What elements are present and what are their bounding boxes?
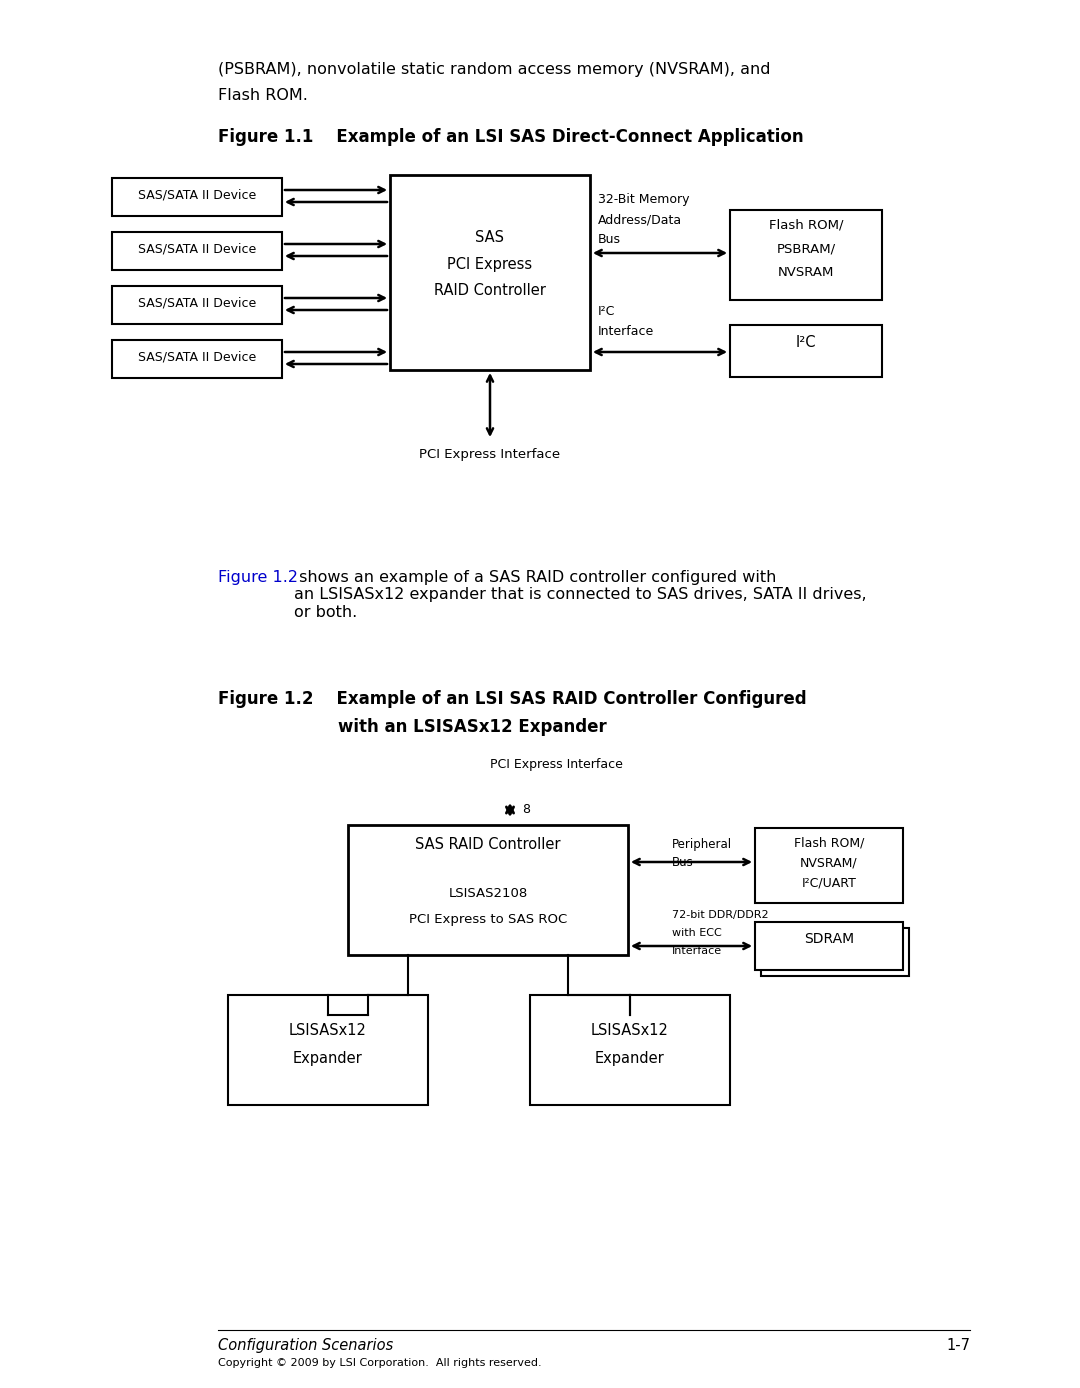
Text: SAS/SATA II Device: SAS/SATA II Device [138, 187, 256, 201]
Text: Interface: Interface [598, 325, 654, 339]
Text: Address/Data: Address/Data [598, 212, 683, 226]
Bar [755, 922, 903, 970]
Text: Expander: Expander [595, 1051, 665, 1066]
Text: Figure 1.2: Figure 1.2 [218, 570, 298, 584]
Text: Copyright © 2009 by LSI Corporation.  All rights reserved.: Copyright © 2009 by LSI Corporation. All… [218, 1357, 542, 1369]
Text: Configuration Scenarios: Configuration Scenarios [218, 1338, 393, 1353]
Bar [530, 995, 730, 1105]
Text: SDRAM: SDRAM [804, 931, 854, 947]
Text: PCI Express to SAS ROC: PCI Express to SAS ROC [409, 913, 567, 926]
Text: 1-7: 1-7 [946, 1338, 970, 1353]
Text: SAS: SAS [475, 230, 504, 246]
Text: Figure 1.2    Example of an LSI SAS RAID Controller Configured: Figure 1.2 Example of an LSI SAS RAID Co… [218, 690, 807, 708]
Bar [112, 286, 282, 323]
Text: Bus: Bus [672, 856, 693, 869]
Text: SAS RAID Controller: SAS RAID Controller [415, 837, 561, 852]
Bar [228, 995, 428, 1105]
Bar [730, 210, 882, 300]
Bar [348, 824, 627, 955]
Text: with an LSISASx12 Expander: with an LSISASx12 Expander [338, 718, 607, 736]
Text: Flash ROM/: Flash ROM/ [794, 836, 864, 849]
Text: LSISASx12: LSISASx12 [289, 1023, 367, 1038]
Text: RAID Controller: RAID Controller [434, 283, 545, 298]
Bar [390, 175, 590, 371]
Text: shows an example of a SAS RAID controller configured with
an LSISASx12 expander : shows an example of a SAS RAID controlle… [294, 570, 866, 620]
Text: 8: 8 [522, 804, 530, 816]
Text: SAS/SATA II Device: SAS/SATA II Device [138, 242, 256, 255]
Text: Figure 1.1    Example of an LSI SAS Direct-Connect Application: Figure 1.1 Example of an LSI SAS Direct-… [218, 128, 804, 146]
Text: PCI Express Interface: PCI Express Interface [419, 448, 561, 461]
Text: NVSRAM: NVSRAM [778, 266, 834, 279]
Text: Interface: Interface [672, 947, 723, 956]
Text: 32-Bit Memory: 32-Bit Memory [598, 193, 689, 205]
Text: PCI Express Interface: PCI Express Interface [490, 758, 623, 770]
Text: PSBRAM/: PSBRAM/ [777, 242, 836, 255]
Bar [730, 325, 882, 378]
Text: SAS/SATA II Device: SAS/SATA II Device [138, 296, 256, 310]
Text: LSISASx12: LSISASx12 [591, 1023, 669, 1038]
Text: Expander: Expander [293, 1051, 363, 1066]
Text: 72-bit DDR/DDR2: 72-bit DDR/DDR2 [672, 911, 769, 920]
Text: (PSBRAM), nonvolatile static random access memory (NVSRAM), and: (PSBRAM), nonvolatile static random acce… [218, 62, 770, 76]
Bar [112, 232, 282, 271]
Text: Bus: Bus [598, 233, 621, 246]
Text: Flash ROM.: Flash ROM. [218, 87, 308, 103]
Bar [112, 178, 282, 217]
Text: I²C: I²C [796, 335, 816, 350]
Text: Flash ROM/: Flash ROM/ [769, 218, 843, 230]
Bar [761, 929, 909, 976]
Text: SAS/SATA II Device: SAS/SATA II Device [138, 350, 256, 364]
Text: NVSRAM/: NVSRAM/ [800, 856, 858, 869]
Text: LSISAS2108: LSISAS2108 [448, 887, 528, 899]
Text: I²C/UART: I²C/UART [801, 876, 856, 888]
Text: I²C: I²C [598, 305, 616, 318]
Bar [112, 340, 282, 378]
Text: PCI Express: PCI Express [447, 257, 532, 272]
Bar [755, 829, 903, 904]
Text: with ECC: with ECC [672, 929, 721, 938]
Text: Peripheral: Peripheral [672, 838, 732, 851]
